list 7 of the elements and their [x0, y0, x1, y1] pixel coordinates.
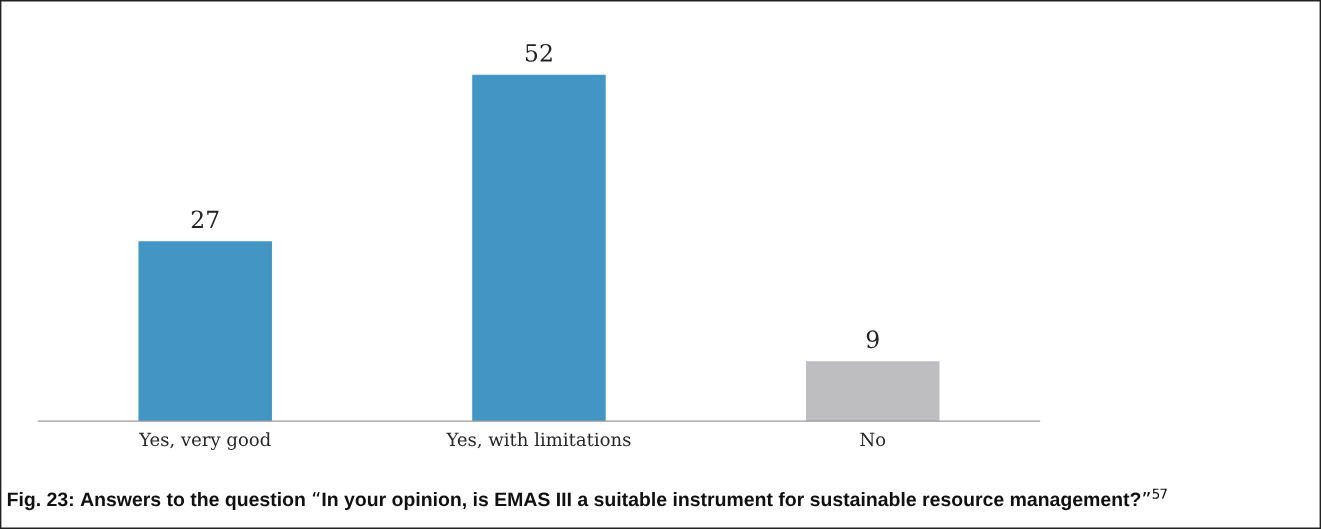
data-label: 27 [191, 210, 219, 228]
x-tick-label: Yes, with limitations [446, 432, 631, 449]
data-label: 9 [866, 330, 879, 349]
x-tick-label: No [860, 432, 886, 447]
data-label: 52 [525, 43, 552, 62]
text: Fig. 23: Answers to the question “In your opinion, is EMAS III a suitable instrument for sustainable resource management?”$^{57}$ [7, 488, 1167, 511]
x-tick-label: Yes, very good [138, 432, 271, 450]
